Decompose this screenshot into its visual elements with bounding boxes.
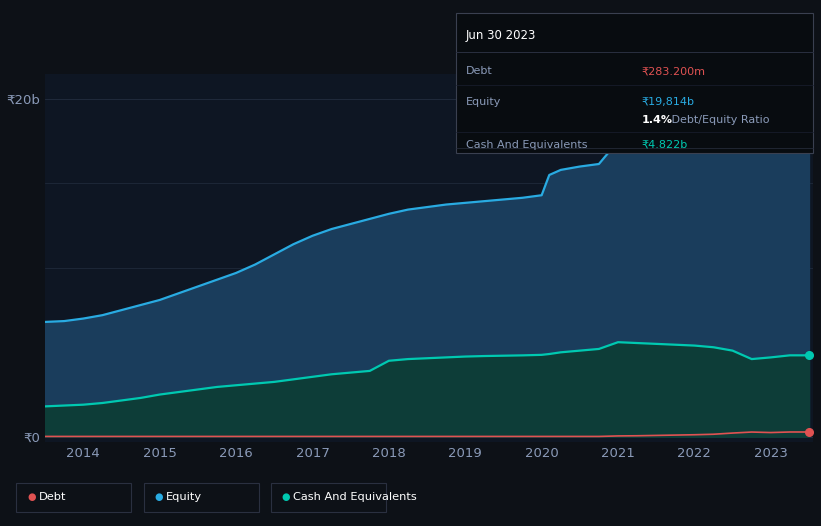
- Text: Jun 30 2023: Jun 30 2023: [466, 29, 536, 43]
- Text: ₹283.200m: ₹283.200m: [641, 66, 705, 76]
- Text: ●: ●: [154, 492, 163, 502]
- Text: Equity: Equity: [166, 492, 202, 502]
- Text: ₹4.822b: ₹4.822b: [641, 140, 688, 150]
- Text: 1.4%: 1.4%: [641, 115, 672, 125]
- Text: ₹19,814b: ₹19,814b: [641, 97, 695, 107]
- Text: Debt: Debt: [466, 66, 493, 76]
- Text: Debt: Debt: [39, 492, 66, 502]
- Text: ●: ●: [27, 492, 35, 502]
- Text: Cash And Equivalents: Cash And Equivalents: [466, 140, 587, 150]
- Text: Equity: Equity: [466, 97, 501, 107]
- Text: ●: ●: [282, 492, 290, 502]
- Text: Cash And Equivalents: Cash And Equivalents: [293, 492, 417, 502]
- Text: Debt/Equity Ratio: Debt/Equity Ratio: [668, 115, 770, 125]
